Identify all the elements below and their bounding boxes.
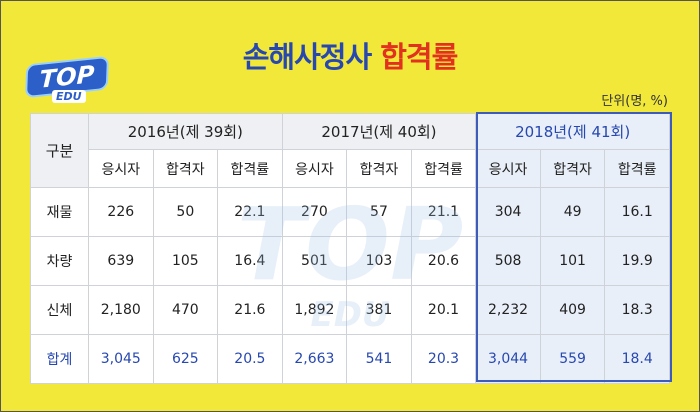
cell: 50 [152,187,219,237]
cell: 22.1 [217,187,283,237]
row-label: 재물 [30,187,89,237]
cell: 19.9 [604,236,670,286]
cell: 270 [281,187,348,237]
cell: 559 [539,334,606,384]
cell: 20.3 [410,334,477,384]
cell: 541 [346,334,412,384]
cell: 21.6 [217,285,283,335]
cell: 101 [539,236,606,286]
cell: 470 [152,285,219,335]
title: 손해사정사 합격률 [0,34,700,76]
cell: 49 [539,187,606,237]
subheader: 합격률 [604,149,670,188]
data-row: 합계 3,045 625 20.5 2,663 541 20.3 3,044 559 18.4 [30,334,670,384]
data-row: 신체 2,180 470 21.6 1,892 381 20.1 2,232 409 18.3 [30,285,670,335]
year-header: 2016년(제 39회) [88,113,283,150]
year-row: 구분 2016년(제 39회) 2017년(제 40회) 2018년(제 41회) [30,113,670,188]
logo: TOP EDU [25,55,110,104]
cell: 508 [475,236,541,286]
cell: 639 [88,236,154,286]
cell: 409 [539,285,606,335]
cell: 3,044 [475,334,541,384]
cell: 304 [475,187,541,237]
cell: 103 [346,236,412,286]
data-row: 재물 226 50 22.1 270 57 21.1 304 49 16.1 [30,187,670,237]
row-label: 합계 [30,334,89,384]
cell: 16.4 [217,236,283,286]
cell: 2,180 [88,285,154,335]
year-header: 2018년(제 41회) [475,113,670,150]
cell: 501 [281,236,348,286]
cell: 20.5 [217,334,283,384]
corner-cell: 구분 [30,113,89,188]
cell: 2,663 [281,334,348,384]
subheader: 합격률 [410,149,477,188]
cell: 18.4 [604,334,670,384]
cell: 381 [346,285,412,335]
cell: 625 [152,334,219,384]
cell: 105 [152,236,219,286]
subheader: 합격률 [217,149,283,188]
unit: 단위(명, %) [601,94,668,109]
subheader: 응시자 [475,149,541,188]
cell: 18.3 [604,285,670,335]
row-label: 신체 [30,285,89,335]
cell: 21.1 [410,187,477,237]
cell: 1,892 [281,285,348,335]
cell: 20.6 [410,236,477,286]
title-main: 손해사정사 [242,40,372,74]
cell: 20.1 [410,285,477,335]
cell: 2,232 [475,285,541,335]
logo-edu: EDU [52,90,86,103]
cell: 16.1 [604,187,670,237]
title-highlight: 합격률 [380,40,458,74]
row-label: 차량 [30,236,89,286]
subheader: 합격자 [346,149,412,188]
subheader-row: 응시자 합격자 합격률 응시자 합격자 합격률 응시자 합격자 합격률 [31,149,670,188]
table: 구분 2016년(제 39회) 2017년(제 40회) 2018년(제 41회) 응시… [30,113,670,384]
cell: 226 [88,187,154,237]
subheader: 응시자 [281,149,348,188]
subheader: 응시자 [88,149,154,188]
subheader: 합격자 [539,149,606,188]
cell: 3,045 [88,334,154,384]
data-row: 차량 639 105 16.4 501 103 20.6 508 101 19.9 [30,236,670,286]
cell: 57 [346,187,412,237]
year-header: 2017년(제 40회) [281,113,477,150]
subheader: 합격자 [152,149,219,188]
